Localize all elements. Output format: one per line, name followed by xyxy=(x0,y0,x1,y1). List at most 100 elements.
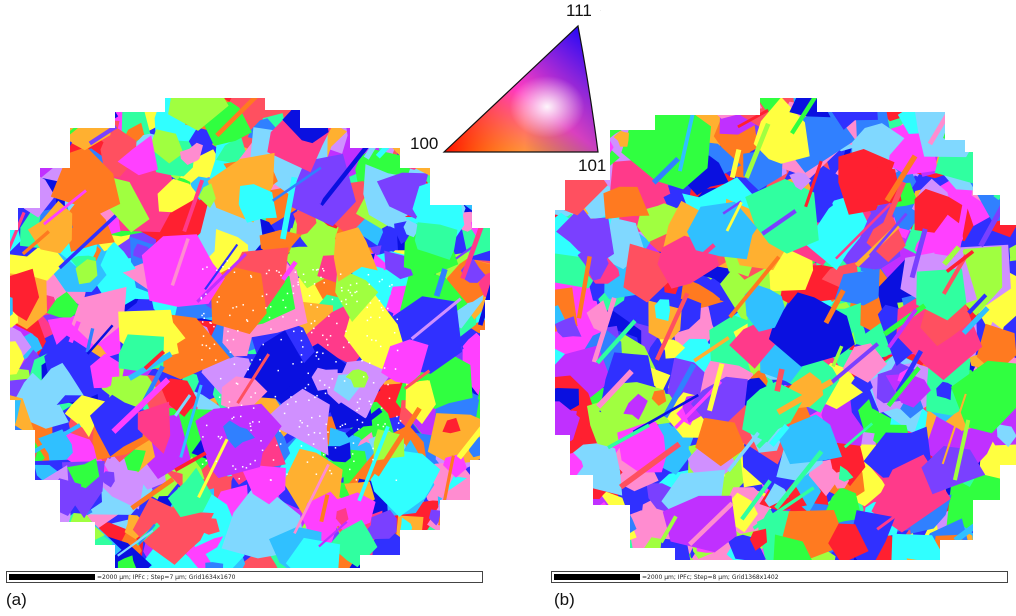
unindexed-point xyxy=(302,346,304,348)
twin-band xyxy=(879,181,907,234)
unindexed-point xyxy=(290,396,292,398)
unindexed-point xyxy=(279,443,282,445)
grain xyxy=(764,483,789,507)
unindexed-point xyxy=(361,421,364,424)
grain xyxy=(216,137,247,165)
twin-band xyxy=(941,393,967,465)
grain xyxy=(10,434,28,463)
grain xyxy=(10,447,23,485)
grain xyxy=(749,528,767,551)
grain xyxy=(66,104,87,125)
unindexed-point xyxy=(331,298,334,301)
twin-band xyxy=(774,449,824,510)
unindexed-point xyxy=(203,312,205,315)
twin-band xyxy=(729,148,742,179)
unindexed-point xyxy=(249,425,252,427)
grain xyxy=(1009,244,1016,262)
unindexed-point xyxy=(238,477,240,480)
twin-band xyxy=(707,363,725,412)
unindexed-point xyxy=(301,330,303,332)
unindexed-point xyxy=(254,392,257,394)
grain xyxy=(555,502,596,560)
twin-band xyxy=(693,336,730,363)
unindexed-point xyxy=(359,398,361,400)
unindexed-point xyxy=(384,423,386,425)
unindexed-point xyxy=(292,292,295,295)
unindexed-point xyxy=(277,369,279,372)
unindexed-point xyxy=(201,359,203,361)
twin-band xyxy=(943,116,954,139)
grain xyxy=(921,446,986,495)
unindexed-point xyxy=(265,293,268,296)
twin-band xyxy=(497,211,500,226)
grain xyxy=(744,284,785,332)
unindexed-point xyxy=(213,343,216,346)
unindexed-point xyxy=(240,415,242,418)
unindexed-point xyxy=(308,294,311,297)
unindexed-point xyxy=(352,442,355,444)
twin-band xyxy=(289,98,342,110)
unindexed-point xyxy=(370,339,373,341)
unindexed-point xyxy=(307,433,310,436)
caption-text-b: =2000 µm; IPFc; Step=8 µm; Grid1368x1402 xyxy=(642,574,779,581)
unindexed-point xyxy=(301,421,303,424)
twin-band xyxy=(10,211,26,255)
unindexed-point xyxy=(313,431,316,434)
unindexed-point xyxy=(325,423,328,426)
twin-band xyxy=(804,160,823,208)
grain xyxy=(71,110,88,129)
unindexed-point xyxy=(280,338,282,341)
twin-band xyxy=(182,179,205,233)
unindexed-point xyxy=(397,422,400,424)
grain xyxy=(160,378,198,417)
grain xyxy=(366,98,428,134)
grain xyxy=(555,181,567,211)
unindexed-point xyxy=(293,330,295,333)
unindexed-point xyxy=(378,299,381,302)
unindexed-point xyxy=(217,435,220,438)
unindexed-point xyxy=(268,269,270,272)
unindexed-point xyxy=(356,300,358,303)
unindexed-point xyxy=(388,397,391,400)
twin-band xyxy=(215,98,276,138)
grain xyxy=(205,562,224,568)
unindexed-point xyxy=(320,276,322,279)
grain xyxy=(10,268,40,321)
grain xyxy=(196,517,220,535)
grain xyxy=(335,267,379,322)
key-tick: · xyxy=(600,8,602,13)
twin-band xyxy=(662,363,697,419)
grain xyxy=(28,550,62,568)
grain xyxy=(465,521,490,566)
twin-band xyxy=(884,154,918,203)
grain xyxy=(657,98,687,117)
unindexed-point xyxy=(209,321,211,324)
unindexed-point xyxy=(250,396,252,398)
grain xyxy=(10,102,31,123)
unindexed-point xyxy=(341,424,344,427)
twin-band xyxy=(10,110,32,152)
grain xyxy=(64,395,106,438)
unindexed-point xyxy=(322,267,324,270)
twin-band xyxy=(654,292,690,361)
unindexed-point xyxy=(313,283,316,285)
scale-bar-b xyxy=(554,574,640,580)
twin-band xyxy=(236,353,270,405)
unindexed-point xyxy=(210,322,212,324)
unindexed-point xyxy=(259,358,261,361)
twin-band xyxy=(823,289,846,325)
twin-band xyxy=(737,108,769,129)
unindexed-point xyxy=(231,417,233,420)
unindexed-point xyxy=(334,447,337,449)
grain xyxy=(10,557,25,568)
twin-band xyxy=(455,245,475,260)
ipf-label-101: 101 xyxy=(578,156,607,175)
twin-band xyxy=(477,373,490,401)
grain xyxy=(936,381,952,401)
grain xyxy=(838,465,854,482)
unindexed-point xyxy=(345,298,347,301)
unindexed-point xyxy=(226,339,229,342)
grain xyxy=(10,341,25,376)
grain xyxy=(555,316,582,338)
unindexed-point xyxy=(353,460,355,463)
